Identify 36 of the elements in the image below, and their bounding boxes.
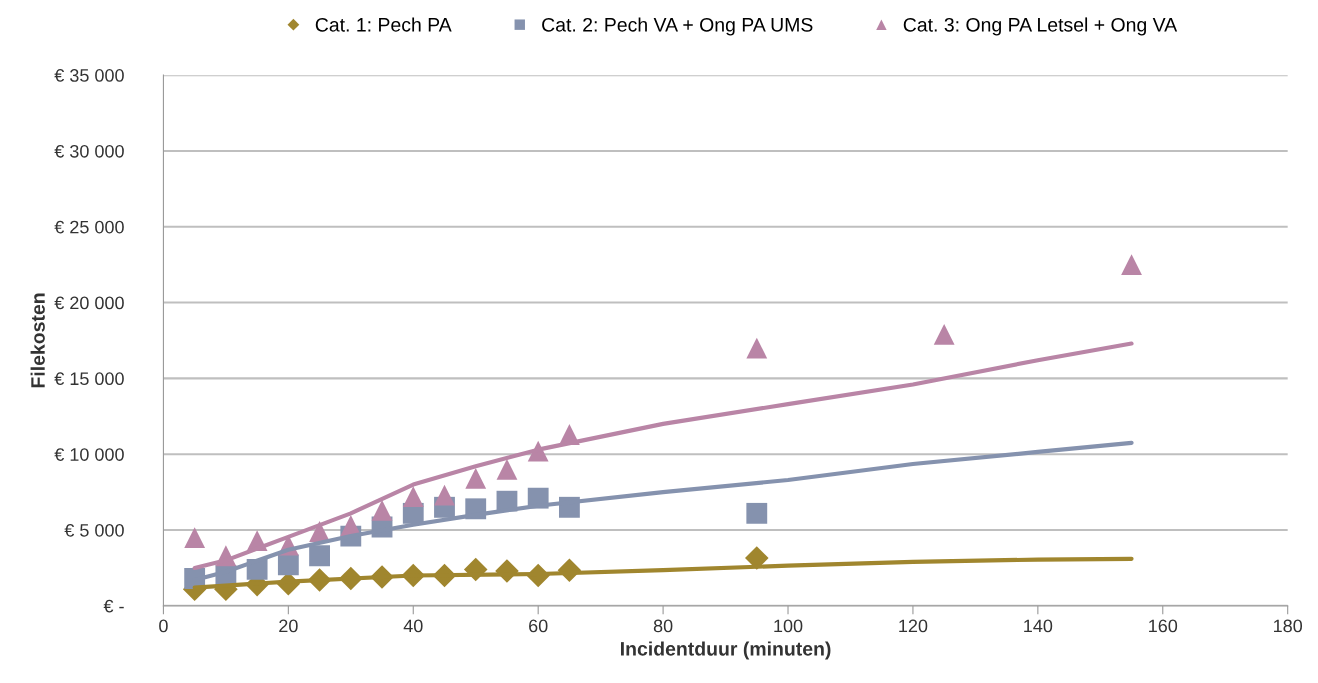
point	[309, 545, 330, 567]
legend-label: Cat. 2: Pech VA + Ong PA UMS	[542, 17, 813, 36]
x-tick-label: 160	[1149, 619, 1178, 633]
y-axis-title: Filekosten	[30, 293, 45, 388]
point	[434, 484, 455, 506]
y-tick-label: € 25 000	[54, 220, 124, 234]
y-tick-label: € 15 000	[54, 372, 124, 386]
legend-label: Cat. 1: Pech PA	[315, 17, 452, 32]
point	[745, 546, 769, 570]
point	[496, 458, 518, 480]
x-tick-label: 80	[653, 619, 673, 633]
x-tick-label: 0	[159, 619, 168, 633]
point	[402, 486, 424, 508]
x-tick-label: 40	[403, 619, 423, 633]
point	[465, 468, 487, 489]
x-tick-label: 140	[1024, 619, 1053, 633]
point	[184, 527, 206, 549]
y-tick-label: € 20 000	[54, 296, 124, 310]
y-tick-label: € -	[103, 599, 124, 613]
y-tick-label: € 10 000	[54, 448, 124, 461]
y-tick-label: € 30 000	[54, 144, 124, 158]
legend-label: Cat. 3: Ong PA Letsel + Ong VA	[903, 17, 1178, 36]
point	[746, 502, 768, 524]
x-tick-label: 180	[1274, 619, 1303, 633]
x-tick-label: 60	[529, 619, 548, 633]
y-tick-label: € 35 000	[54, 69, 124, 82]
point	[746, 337, 768, 359]
x-tick-label: 20	[279, 619, 298, 633]
point	[371, 499, 393, 521]
x-tick-label: 120	[899, 619, 928, 633]
point	[1121, 254, 1142, 276]
x-tick-label: 100	[774, 619, 803, 633]
y-tick-label: € 5 000	[64, 523, 124, 537]
point	[277, 554, 299, 576]
x-axis-title: Incidentduur (minuten)	[621, 641, 831, 660]
point	[933, 323, 955, 345]
